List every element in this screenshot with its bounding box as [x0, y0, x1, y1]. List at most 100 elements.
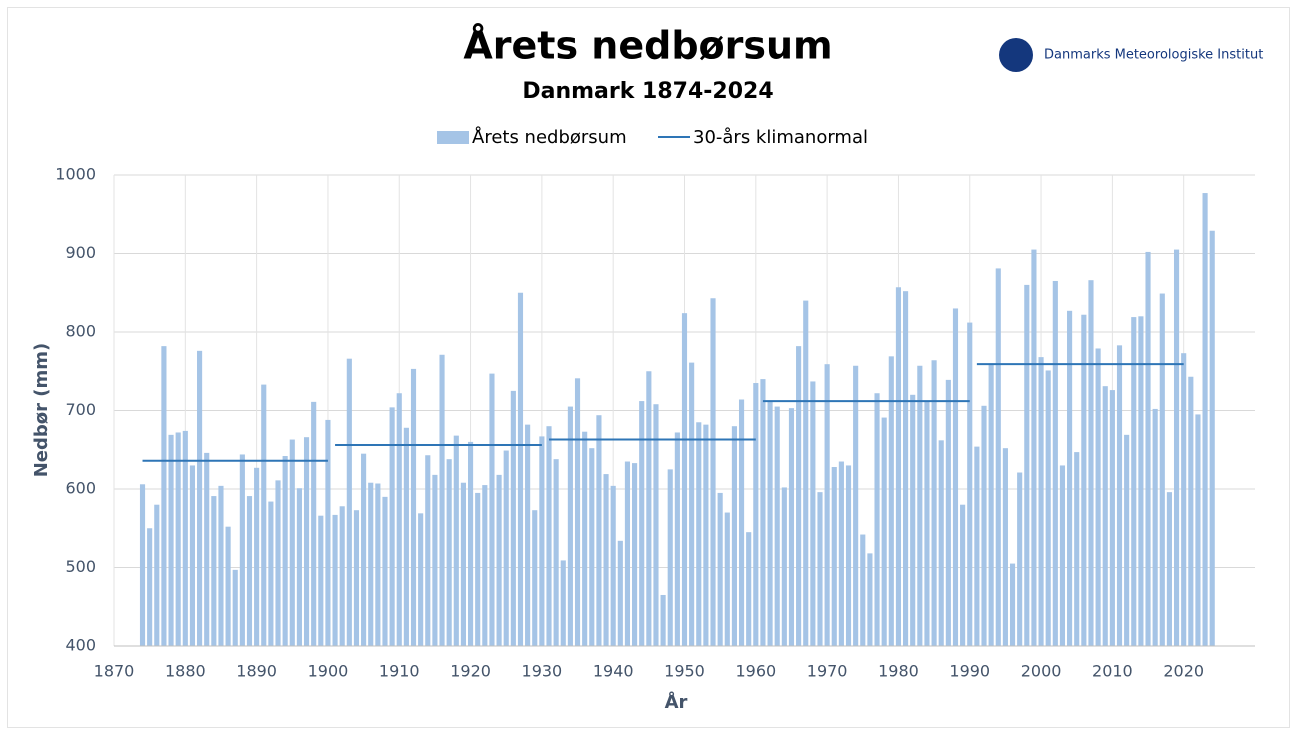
bar	[1202, 193, 1208, 646]
bar	[510, 390, 516, 646]
bar	[596, 415, 602, 646]
x-tick-label: 1910	[379, 662, 420, 681]
bar	[1067, 310, 1073, 646]
bar	[546, 426, 552, 646]
bar	[446, 459, 452, 646]
bar	[453, 435, 459, 646]
bar	[1102, 386, 1108, 646]
bar	[931, 360, 937, 646]
bar	[696, 422, 702, 646]
bar	[254, 467, 260, 646]
legend-label: Årets nedbørsum	[472, 126, 627, 148]
bar	[532, 510, 538, 646]
bar	[211, 496, 217, 646]
bar	[382, 496, 388, 646]
bar	[1124, 434, 1130, 646]
bar	[567, 406, 573, 646]
bar	[831, 467, 837, 646]
bar	[332, 514, 338, 646]
bar	[147, 528, 153, 646]
y-tick-label: 600	[65, 479, 96, 498]
bar	[275, 480, 281, 646]
bar	[639, 401, 645, 646]
bar	[845, 465, 852, 646]
bar	[1116, 345, 1123, 646]
y-tick-label: 800	[65, 322, 96, 341]
bar	[161, 346, 167, 646]
x-tick-label: 1950	[664, 662, 705, 681]
y-tick-label: 700	[65, 400, 96, 419]
bar	[824, 364, 830, 646]
x-tick-label: 1940	[593, 662, 634, 681]
bar	[603, 474, 609, 646]
bar	[681, 313, 688, 646]
bar	[945, 379, 951, 646]
bar	[139, 484, 146, 646]
x-tick-label: 1870	[94, 662, 135, 681]
bar	[1131, 317, 1137, 646]
bar	[182, 430, 188, 646]
bar	[475, 492, 481, 646]
bar	[289, 439, 295, 646]
bar	[539, 436, 545, 646]
bar	[988, 363, 994, 646]
bar	[346, 358, 352, 646]
bar	[361, 453, 367, 646]
bar	[268, 501, 274, 646]
bar	[425, 455, 431, 646]
bar	[917, 365, 923, 646]
bar	[760, 379, 766, 646]
bar	[724, 512, 730, 646]
x-tick-label: 1990	[949, 662, 990, 681]
bar	[617, 540, 623, 646]
bar	[781, 487, 787, 646]
bar	[1024, 284, 1030, 646]
bar	[888, 356, 894, 646]
bar	[981, 405, 987, 646]
bar	[632, 463, 638, 646]
bar	[525, 424, 531, 646]
bar	[1173, 249, 1180, 646]
bar	[860, 534, 866, 646]
bar	[881, 417, 887, 646]
bar	[774, 406, 780, 646]
bar	[910, 394, 916, 646]
bar	[1088, 280, 1094, 646]
bar	[903, 291, 909, 646]
bar	[460, 482, 466, 646]
bar	[589, 448, 595, 646]
bar	[660, 594, 666, 646]
bar	[439, 354, 445, 646]
x-tick-label: 2020	[1163, 662, 1204, 681]
bar	[225, 526, 231, 646]
bar	[232, 569, 238, 646]
x-axis-title: År	[665, 690, 688, 713]
bar	[560, 560, 566, 646]
bar	[1002, 448, 1008, 646]
bar	[239, 454, 245, 646]
bar	[261, 384, 267, 646]
bar	[353, 510, 360, 646]
bar	[753, 383, 759, 646]
bar	[467, 441, 474, 646]
bar	[154, 504, 160, 646]
bar	[1009, 563, 1016, 646]
legend-label: 30-års klimanormal	[693, 127, 868, 148]
x-tick-label: 2010	[1092, 662, 1133, 681]
x-tick-label: 1930	[522, 662, 563, 681]
bar	[960, 504, 966, 646]
x-tick-label: 1920	[450, 662, 491, 681]
bar	[1081, 314, 1087, 646]
bar	[667, 469, 673, 646]
bar	[710, 298, 716, 646]
bar	[296, 488, 302, 646]
bar	[389, 407, 395, 646]
x-tick-label: 1900	[308, 662, 349, 681]
bar	[432, 474, 438, 646]
x-tick-label: 1880	[165, 662, 206, 681]
bar	[952, 308, 959, 646]
bar	[817, 492, 823, 646]
bar	[1209, 230, 1215, 647]
source: Danmarks Meteorologiske Institut	[1044, 48, 1263, 63]
